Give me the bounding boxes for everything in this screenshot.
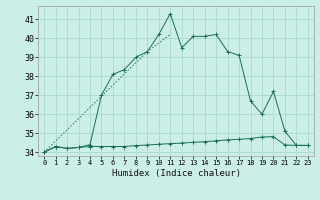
X-axis label: Humidex (Indice chaleur): Humidex (Indice chaleur) [111, 169, 241, 178]
